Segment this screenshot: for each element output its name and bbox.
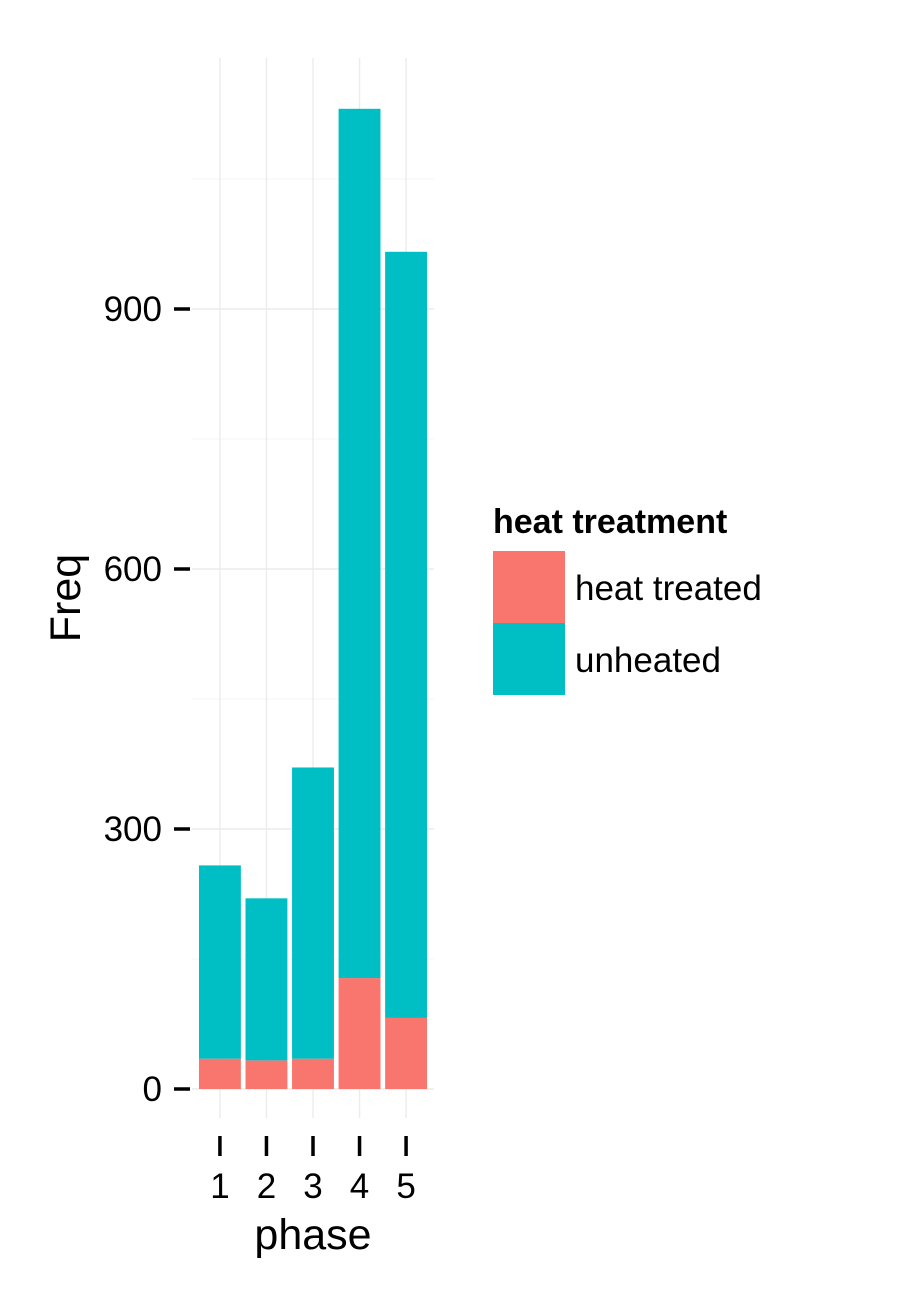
legend: heat treatment heat treated unheated — [493, 503, 762, 695]
legend-title: heat treatment — [493, 503, 727, 541]
x-tick-label: 5 — [396, 1167, 415, 1206]
y-axis-title: Freq — [42, 554, 90, 642]
bar-unheated-phase-1 — [198, 865, 241, 1059]
y-tick-label: 300 — [104, 810, 162, 849]
legend-key-unheated — [493, 623, 565, 695]
legend-key-heat-treated — [493, 551, 565, 623]
legend-label: unheated — [575, 641, 721, 680]
bar-heat-treated-phase-3 — [292, 1058, 334, 1089]
bar-unheated-phase-3 — [292, 767, 334, 1059]
y-tick-label: 600 — [104, 550, 162, 589]
x-tick-label: 4 — [350, 1167, 369, 1206]
bar-heat-treated-phase-1 — [198, 1058, 241, 1089]
x-tick-label: 1 — [210, 1167, 229, 1206]
y-axis: 0 300 600 900 — [104, 290, 190, 1109]
bar-heat-treated-phase-4 — [338, 978, 381, 1089]
y-tick-label: 900 — [104, 290, 162, 329]
bar-heat-treated-phase-5 — [385, 1017, 428, 1089]
x-tick-label: 3 — [303, 1167, 322, 1206]
y-tick-label: 0 — [143, 1070, 162, 1109]
bar-unheated-phase-4 — [338, 108, 381, 979]
bar-unheated-phase-2 — [245, 898, 288, 1061]
bar-heat-treated-phase-2 — [245, 1060, 288, 1089]
bars — [198, 108, 428, 1089]
x-axis-title: phase — [254, 1211, 371, 1259]
legend-label: heat treated — [575, 569, 762, 608]
x-tick-label: 2 — [257, 1167, 276, 1206]
bar-unheated-phase-5 — [385, 251, 428, 1018]
